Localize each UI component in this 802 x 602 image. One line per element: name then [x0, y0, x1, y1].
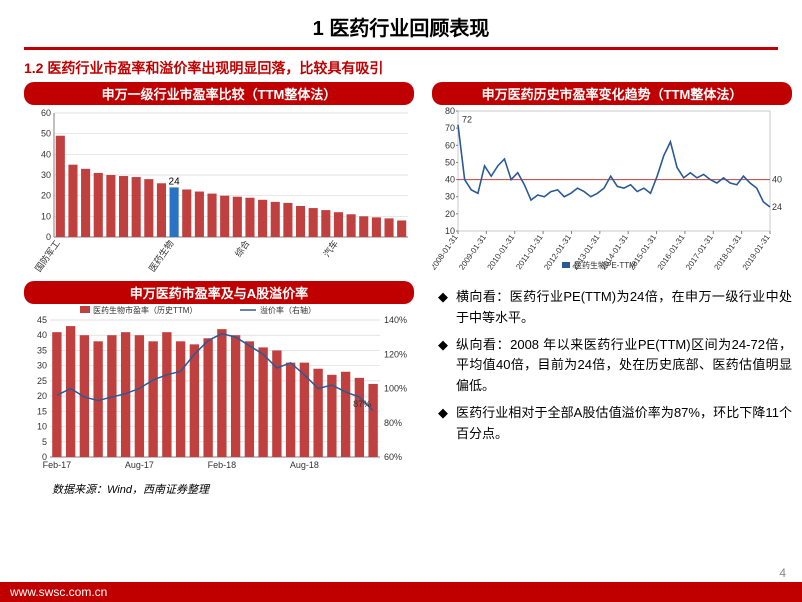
chart3-container: 申万医药市盈率及与A股溢价率 05101520253035404560%80%1… [24, 281, 414, 497]
svg-text:2017-01-31: 2017-01-31 [684, 233, 715, 272]
svg-text:50: 50 [445, 157, 455, 167]
svg-text:60: 60 [41, 108, 51, 118]
svg-text:25: 25 [37, 376, 47, 386]
svg-text:Aug-17: Aug-17 [125, 460, 154, 470]
page-title: 1 医药行业回顾表现 [0, 0, 802, 47]
bullet-item: 横向看：医药行业PE(TTM)为24倍，在申万一级行业中处于中等水平。 [438, 287, 792, 329]
svg-text:10: 10 [37, 422, 47, 432]
svg-text:2010-01-31: 2010-01-31 [486, 233, 517, 272]
svg-text:80%: 80% [384, 418, 402, 428]
chart2-title: 申万医药历史市盈率变化趋势（TTM整体法） [432, 82, 792, 105]
svg-text:40: 40 [445, 175, 455, 185]
svg-text:50: 50 [41, 129, 51, 139]
svg-text:24: 24 [169, 176, 181, 187]
svg-text:5: 5 [42, 437, 47, 447]
svg-text:35: 35 [37, 345, 47, 355]
bullets-list: 横向看：医药行业PE(TTM)为24倍，在申万一级行业中处于中等水平。纵向看：2… [432, 281, 792, 445]
svg-text:2011-01-31: 2011-01-31 [514, 233, 545, 272]
svg-text:15: 15 [37, 406, 47, 416]
svg-text:溢价率（右轴）: 溢价率（右轴） [260, 305, 316, 315]
svg-text:24: 24 [772, 202, 782, 212]
bullets-container: 横向看：医药行业PE(TTM)为24倍，在申万一级行业中处于中等水平。纵向看：2… [432, 281, 792, 497]
svg-text:Aug-18: Aug-18 [290, 460, 319, 470]
footer-url: www.swsc.com.cn [0, 582, 802, 602]
svg-text:2016-01-31: 2016-01-31 [656, 233, 687, 272]
svg-text:40: 40 [772, 175, 782, 185]
svg-text:20: 20 [445, 209, 455, 219]
svg-text:医药生物PE-TTM: 医药生物PE-TTM [574, 260, 636, 270]
charts-grid: 申万一级行业市盈率比较（TTM整体法） 010203040506024国防军工医… [0, 82, 802, 497]
svg-text:20: 20 [41, 191, 51, 201]
svg-text:30: 30 [445, 192, 455, 202]
svg-text:30: 30 [41, 170, 51, 180]
chart2-container: 申万医药历史市盈率变化趋势（TTM整体法） 102030405060708072… [432, 82, 792, 275]
svg-text:100%: 100% [384, 384, 407, 394]
chart3-title: 申万医药市盈率及与A股溢价率 [24, 281, 414, 304]
svg-text:20: 20 [37, 391, 47, 401]
svg-text:60%: 60% [384, 452, 402, 462]
svg-text:40: 40 [41, 149, 51, 159]
svg-text:30: 30 [37, 361, 47, 371]
svg-text:2019-01-31: 2019-01-31 [741, 233, 772, 272]
svg-text:87%: 87% [353, 399, 371, 409]
svg-text:医药生物: 医药生物 [146, 238, 176, 274]
chart1-svg: 0 10 20 30 40 50 60 24 国防军工 医药生物 综合 汽车 [24, 105, 414, 275]
bullet-item: 医药行业相对于全部A股估值溢价率为87%，环比下降11个百分点。 [438, 403, 792, 445]
svg-text:汽车: 汽车 [321, 238, 340, 259]
svg-text:10: 10 [41, 211, 51, 221]
data-source: 数据来源：Wind，西南证券整理 [24, 481, 414, 497]
svg-text:2018-01-31: 2018-01-31 [712, 233, 743, 272]
svg-text:45: 45 [37, 315, 47, 325]
svg-text:2009-01-31: 2009-01-31 [457, 233, 488, 272]
svg-text:72: 72 [462, 115, 472, 125]
svg-text:40: 40 [37, 330, 47, 340]
chart1-title: 申万一级行业市盈率比较（TTM整体法） [24, 82, 414, 105]
bullet-item: 纵向看：2008 年以来医药行业PE(TTM)区间为24-72倍，平均值40倍，… [438, 335, 792, 397]
chart2-svg: 10203040506070807240242008-01-312009-01-… [432, 105, 792, 275]
svg-text:140%: 140% [384, 315, 407, 325]
svg-text:Feb-18: Feb-18 [208, 460, 237, 470]
section-subtitle: 1.2 医药行业市盈率和溢价率出现明显回落，比较具有吸引 [0, 50, 802, 82]
svg-text:70: 70 [445, 123, 455, 133]
svg-text:医药生物市盈率（历史TTM）: 医药生物市盈率（历史TTM） [93, 305, 197, 315]
svg-text:120%: 120% [384, 349, 407, 359]
svg-text:80: 80 [445, 106, 455, 116]
svg-text:0: 0 [46, 232, 51, 242]
chart3-svg: 05101520253035404560%80%100%120%140%87%F… [24, 304, 414, 479]
svg-text:2008-01-31: 2008-01-31 [432, 233, 460, 272]
chart1-container: 申万一级行业市盈率比较（TTM整体法） 0 10 20 30 40 50 60 24 国防军工 医… [24, 82, 414, 275]
svg-text:60: 60 [445, 140, 455, 150]
svg-text:国防军工: 国防军工 [32, 238, 62, 274]
svg-text:Feb-17: Feb-17 [43, 460, 72, 470]
page-number: 4 [779, 566, 786, 580]
svg-text:综合: 综合 [232, 238, 251, 259]
